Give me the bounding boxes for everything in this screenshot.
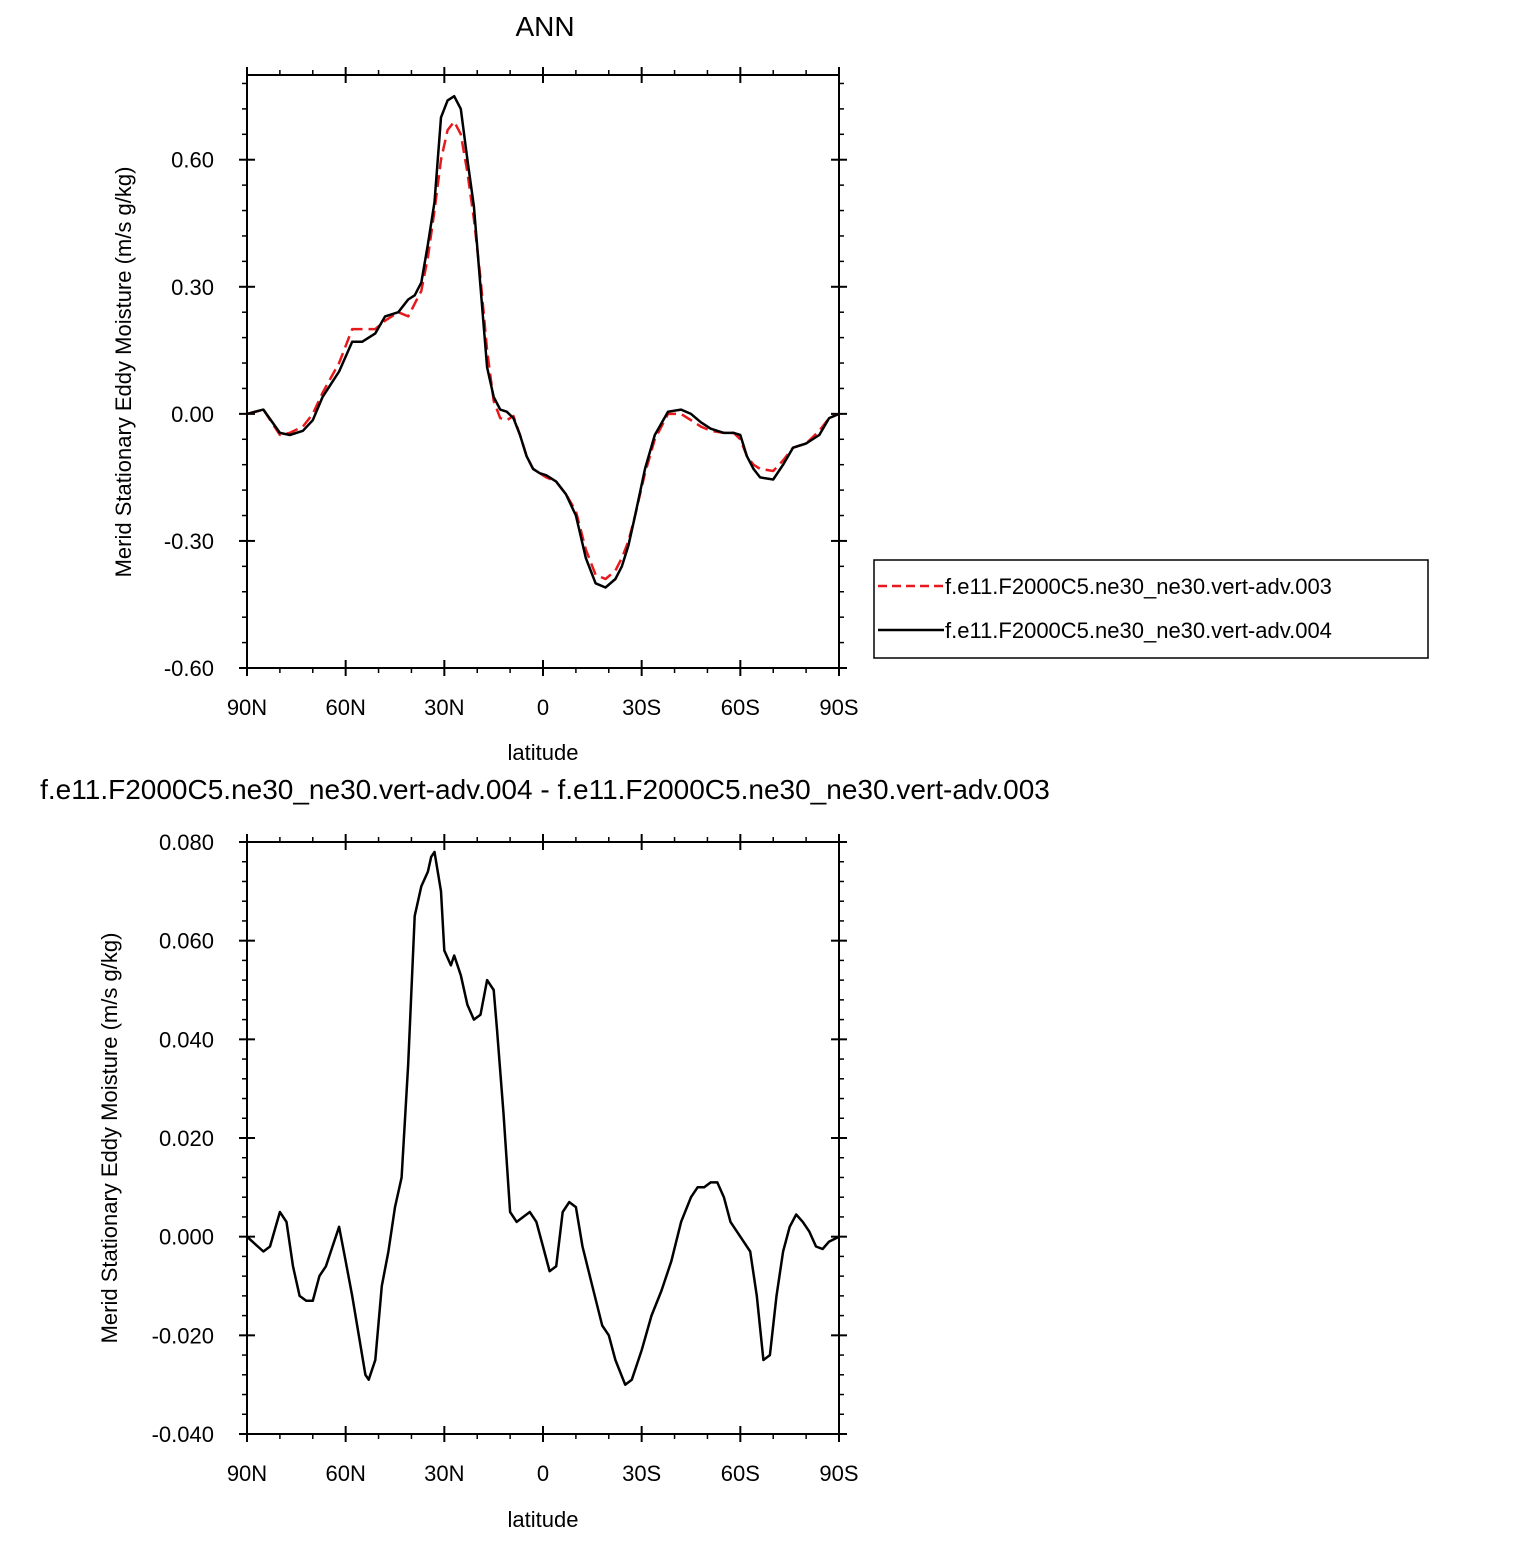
top-x-tick-label: 90N [227,695,267,720]
top-chart-title: ANN [515,11,574,42]
bottom-x-tick-label: 90S [819,1461,858,1486]
top-x-tick-label: 60N [325,695,365,720]
top-y-axis-label: Merid Stationary Eddy Moisture (m/s g/kg… [111,167,136,578]
top-y-tick-label: -0.30 [164,529,214,554]
top-x-tick-label: 60S [721,695,760,720]
top-x-axis-label: latitude [508,740,579,765]
bottom-y-tick-label: 0.000 [159,1225,214,1250]
top-y-tick-label: 0.30 [171,275,214,300]
bottom-x-tick-label: 60S [721,1461,760,1486]
top-y-tick-label: 0.60 [171,148,214,173]
bottom-chart-title: f.e11.F2000C5.ne30_ne30.vert-adv.004 - f… [40,774,1050,805]
legend: f.e11.F2000C5.ne30_ne30.vert-adv.003 f.e… [873,559,1429,659]
bottom-x-tick-label: 30S [622,1461,661,1486]
legend-label-series-2: f.e11.F2000C5.ne30_ne30.vert-adv.004 [945,618,1332,643]
top-x-tick-label: 30S [622,695,661,720]
bottom-x-tick-label: 90N [227,1461,267,1486]
bottom-plot-frame [246,841,840,1435]
bottom-x-tick-label: 30N [424,1461,464,1486]
top-y-tick-label: -0.60 [164,656,214,681]
bottom-y-tick-label: 0.060 [159,929,214,954]
legend-label-series-1: f.e11.F2000C5.ne30_ne30.vert-adv.003 [945,574,1332,599]
top-series-line-1 [246,120,840,581]
bottom-x-tick-label: 60N [325,1461,365,1486]
legend-box [873,559,1429,659]
top-x-tick-label: 90S [819,695,858,720]
bottom-y-tick-label: 0.020 [159,1126,214,1151]
bottom-x-tick-label: 0 [537,1461,549,1486]
top-y-tick-label: 0.00 [171,402,214,427]
bottom-y-tick-label: -0.020 [152,1323,214,1348]
bottom-x-axis-label: latitude [508,1507,579,1532]
top-x-tick-label: 0 [537,695,549,720]
bottom-y-axis-label: Merid Stationary Eddy Moisture (m/s g/kg… [97,933,122,1344]
top-panel: ANN 90N 60N 30N 0 30S 60S 90S -0.60 -0.30 0.00 0.3… [111,11,859,765]
bottom-series-line-1 [246,850,840,1386]
bottom-y-tick-label: 0.080 [159,830,214,855]
bottom-panel: f.e11.F2000C5.ne30_ne30.vert-adv.004 - f… [40,774,1050,1532]
bottom-y-tick-label: -0.040 [152,1422,214,1447]
bottom-y-tick-label: 0.040 [159,1027,214,1052]
top-x-tick-label: 30N [424,695,464,720]
top-series-line-2 [246,94,840,589]
